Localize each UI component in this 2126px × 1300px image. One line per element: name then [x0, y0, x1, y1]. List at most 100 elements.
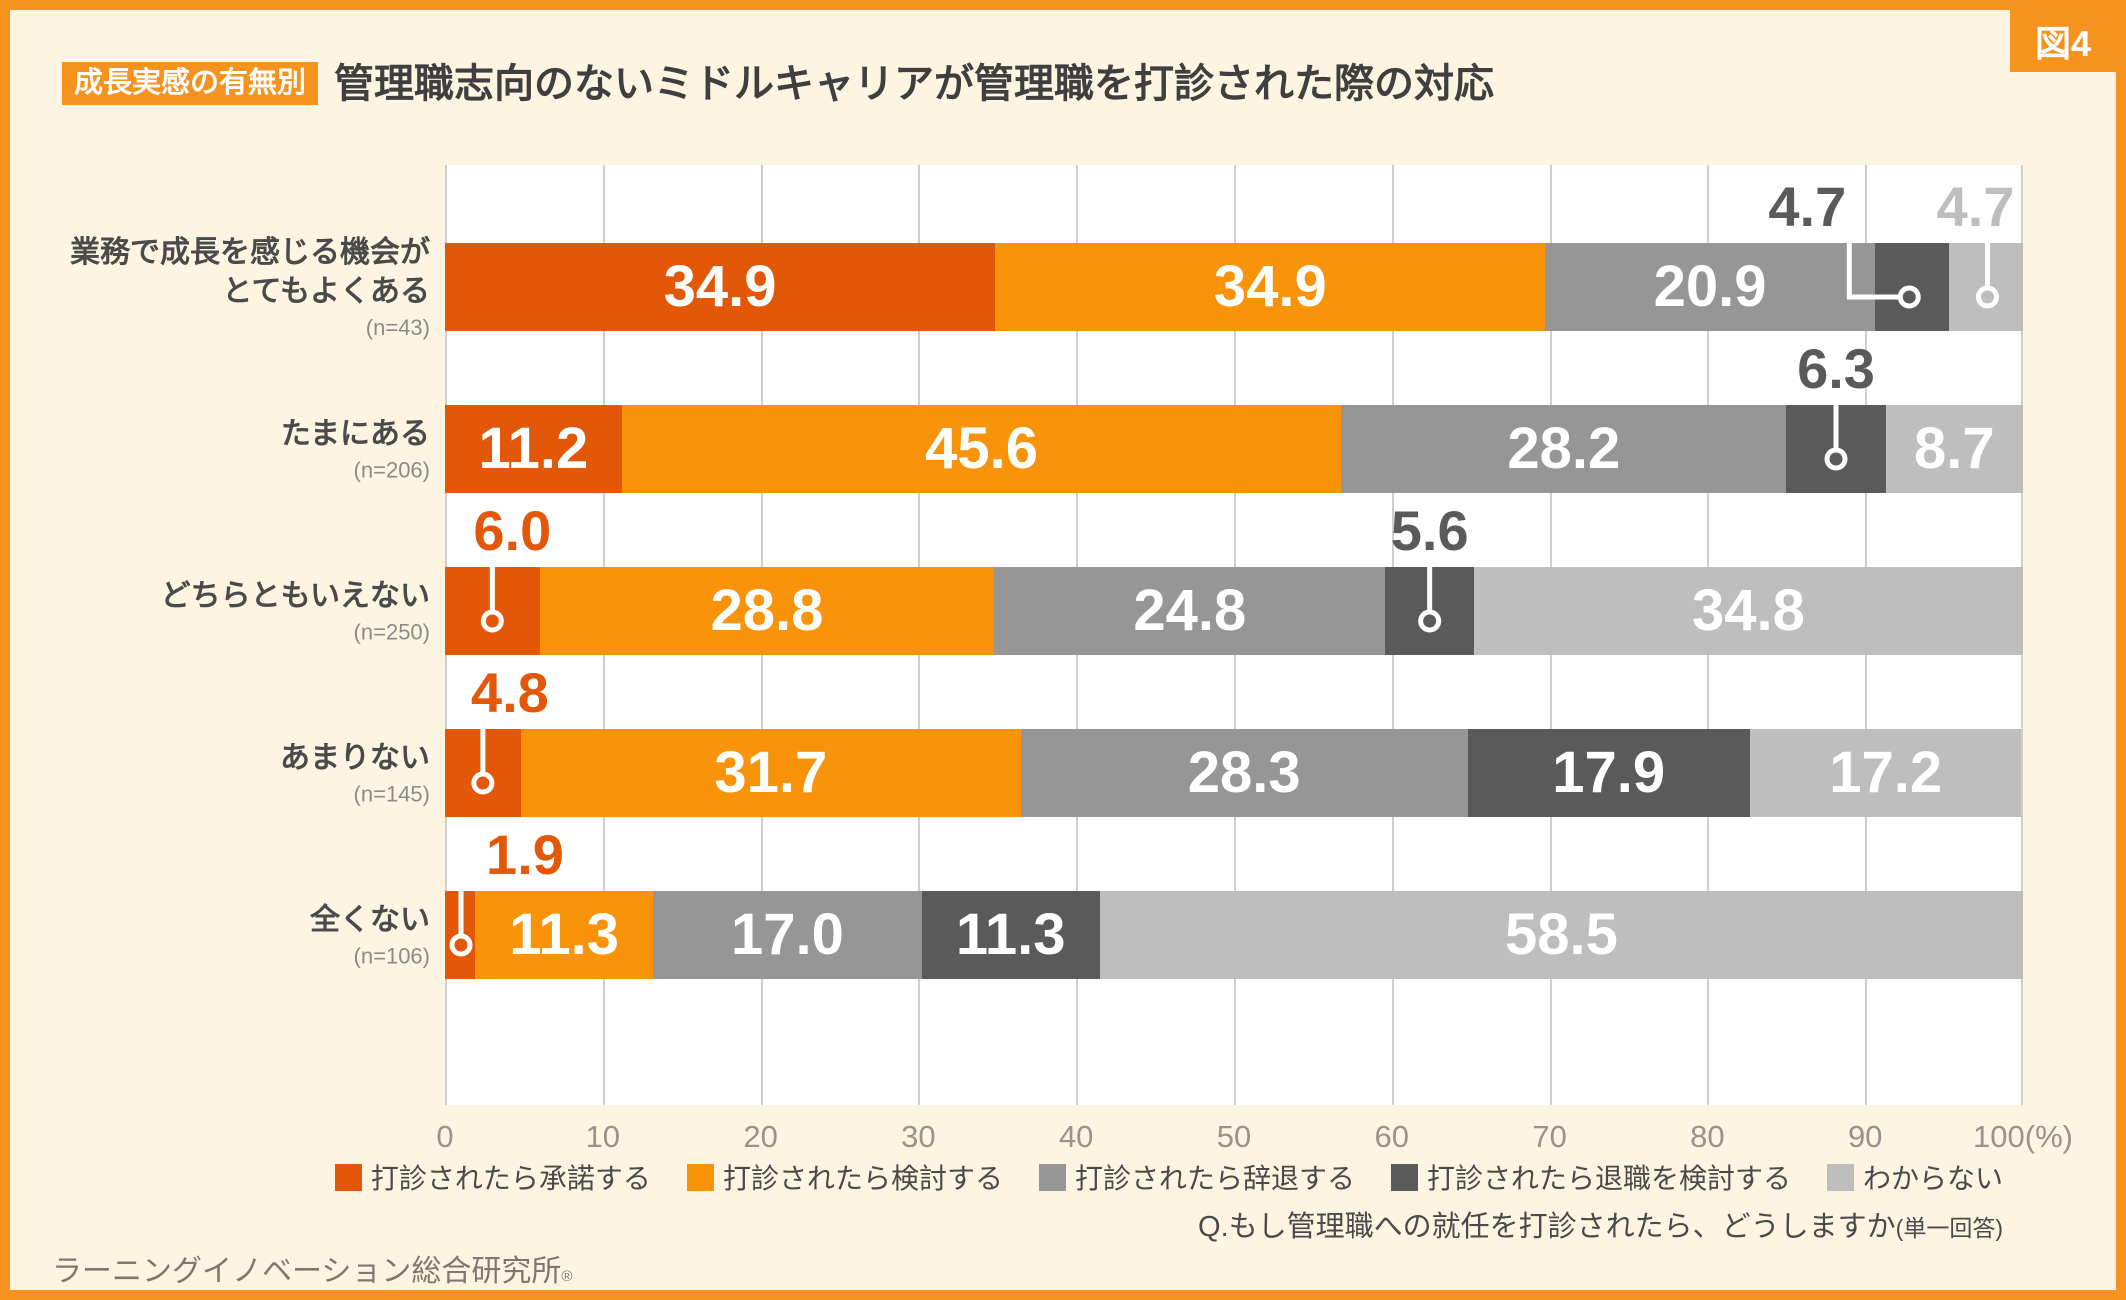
figure-frame: 図4 成長実感の有無別 管理職志向のないミドルキャリアが管理職を打診された際の対… [10, 10, 2116, 1290]
stacked-bar: 28.8 24.8 34.8 [445, 567, 2023, 655]
legend-swatch-icon [686, 1163, 714, 1191]
bar-segment: 20.9 [1545, 243, 1875, 331]
x-tick-label: 80 [1690, 1119, 1725, 1154]
category-name: 全くない [310, 903, 430, 937]
bar-segment: 58.5 [1099, 891, 2023, 979]
stacked-bar: 31.7 28.3 17.9 17.2 [445, 729, 2023, 817]
callout-value-label: 1.9 [486, 823, 564, 886]
x-tick-label: 60 [1374, 1119, 1410, 1154]
segment-value-label: 34.9 [1213, 254, 1327, 319]
legend-swatch-icon [1826, 1163, 1854, 1191]
bar-segment: 28.2 [1341, 405, 1787, 493]
callout-value-label: 4.7 [1936, 175, 2015, 238]
segment-value-label: 34.9 [663, 254, 777, 319]
plot-area: 4.7 4.7 34.9 34.9 20.9 6.3 11.2 45.6 28.2 8.7 6.0 5… [445, 165, 2023, 1105]
legend-label: 打診されたら承諾する [370, 1163, 651, 1194]
x-tick-label: 50 [1216, 1119, 1252, 1154]
bar-segment [445, 567, 540, 655]
callout-value-label: 6.0 [473, 499, 552, 562]
legend-item: 打診されたら承諾する [334, 1157, 651, 1197]
bar-segment [1874, 243, 1949, 331]
bar-segment: 34.8 [1473, 567, 2023, 655]
x-tick-label: 90 [1847, 1119, 1883, 1154]
segment-value-label: 24.8 [1133, 578, 1247, 643]
legend-item: 打診されたら辞退する [1038, 1157, 1355, 1197]
callout-value-label: 4.8 [470, 661, 549, 724]
segment-value-label: 34.8 [1691, 578, 1805, 643]
category-name: どちらともいえない [160, 579, 430, 613]
category-label: 業務で成長を感じる機会が とてもよくある (n=43) [50, 233, 430, 341]
bar-segment: 28.8 [539, 567, 995, 655]
category-label: あまりない (n=145) [50, 739, 430, 808]
x-tick-label: 100(%) [1973, 1119, 2073, 1154]
sample-size-label: (n=145) [353, 781, 430, 807]
segment-value-label: 11.3 [509, 902, 619, 967]
legend-swatch-icon [1038, 1163, 1066, 1191]
category-name: たまにある [280, 417, 430, 451]
bar-segment [445, 729, 521, 817]
sample-size-label: (n=206) [353, 457, 430, 483]
header-category-badge: 成長実感の有無別 [62, 62, 319, 105]
segment-value-label: 20.9 [1653, 254, 1767, 319]
bar-segment: 17.9 [1467, 729, 1750, 817]
stacked-bar: 11.3 17.0 11.3 58.5 [445, 891, 2023, 979]
source-logo: ラーニングイノベーション総合研究所® [52, 1246, 572, 1290]
bar-segment: 11.2 [445, 405, 622, 493]
legend-label: 打診されたら検討する [722, 1163, 1003, 1194]
survey-question-note: (単一回答) [1895, 1215, 2003, 1241]
category-name: 業務で成長を感じる機会が とてもよくある [70, 236, 430, 308]
bar-segment: 17.2 [1749, 729, 2022, 817]
segment-value-label: 11.3 [955, 902, 1066, 967]
bar-segment: 11.3 [474, 891, 654, 979]
source-name: ラーニングイノベーション総合研究所 [52, 1255, 562, 1288]
legend-label: 打診されたら退職を検討する [1426, 1163, 1791, 1194]
segment-value-label: 17.2 [1829, 740, 1943, 805]
legend-label: わからない [1862, 1163, 2003, 1194]
bar-segment: 28.3 [1020, 729, 1468, 817]
callout-value-label: 6.3 [1797, 337, 1875, 400]
category-label: たまにある (n=206) [50, 415, 430, 484]
segment-value-label: 17.0 [730, 902, 844, 967]
callout-value-label: 4.7 [1768, 175, 1847, 238]
chart-header: 成長実感の有無別 管理職志向のないミドルキャリアが管理職を打診された際の対応 [62, 62, 1494, 105]
chart-title: 管理職志向のないミドルキャリアが管理職を打診された際の対応 [334, 61, 1495, 106]
segment-value-label: 31.7 [714, 740, 828, 805]
survey-question: Q.もし管理職への就任を打診されたら、どうしますか(単一回答) [1198, 1203, 2003, 1245]
stacked-bar: 34.9 34.9 20.9 [445, 243, 2023, 331]
callout-value-label: 5.6 [1390, 499, 1469, 562]
category-label: どちらともいえない (n=250) [50, 577, 430, 646]
legend-item: 打診されたら退職を検討する [1390, 1157, 1791, 1197]
bar-segment [1948, 243, 2023, 331]
legend-label: 打診されたら辞退する [1074, 1163, 1355, 1194]
sample-size-label: (n=250) [353, 619, 430, 645]
x-tick-label: 70 [1532, 1119, 1567, 1154]
segment-value-label: 28.2 [1507, 416, 1621, 481]
segment-value-label: 17.9 [1552, 740, 1666, 805]
stacked-bar: 11.2 45.6 28.2 8.7 [445, 405, 2023, 493]
chart-legend: 打診されたら承諾する 打診されたら検討する 打診されたら辞退する 打診されたら退職を検… [334, 1157, 2003, 1197]
bar-segment: 34.9 [445, 243, 996, 331]
bar-segment: 45.6 [621, 405, 1342, 493]
segment-value-label: 45.6 [925, 416, 1038, 481]
figure-number-badge: 図4 [2010, 10, 2116, 72]
segment-value-label: 8.7 [1914, 416, 1995, 481]
x-tick-label: 10 [585, 1119, 621, 1154]
registered-mark: ® [561, 1268, 573, 1285]
x-tick-label: 20 [743, 1119, 778, 1154]
bar-segment: 17.0 [653, 891, 922, 979]
x-tick-label: 0 [436, 1119, 454, 1154]
bar-segment: 8.7 [1885, 405, 2023, 493]
legend-item: わからない [1826, 1157, 2003, 1197]
bar-segment: 11.3 [921, 891, 1100, 979]
bar-segment [445, 891, 475, 979]
legend-item: 打診されたら検討する [686, 1157, 1003, 1197]
bar-segment: 24.8 [994, 567, 1386, 655]
sample-size-label: (n=43) [365, 315, 430, 340]
legend-swatch-icon [1390, 1163, 1418, 1191]
x-tick-label: 30 [901, 1119, 936, 1154]
category-label: 全くない (n=106) [50, 901, 430, 970]
segment-value-label: 11.2 [478, 416, 589, 481]
bar-segment: 34.9 [995, 243, 1546, 331]
x-tick-label: 40 [1058, 1119, 1094, 1154]
